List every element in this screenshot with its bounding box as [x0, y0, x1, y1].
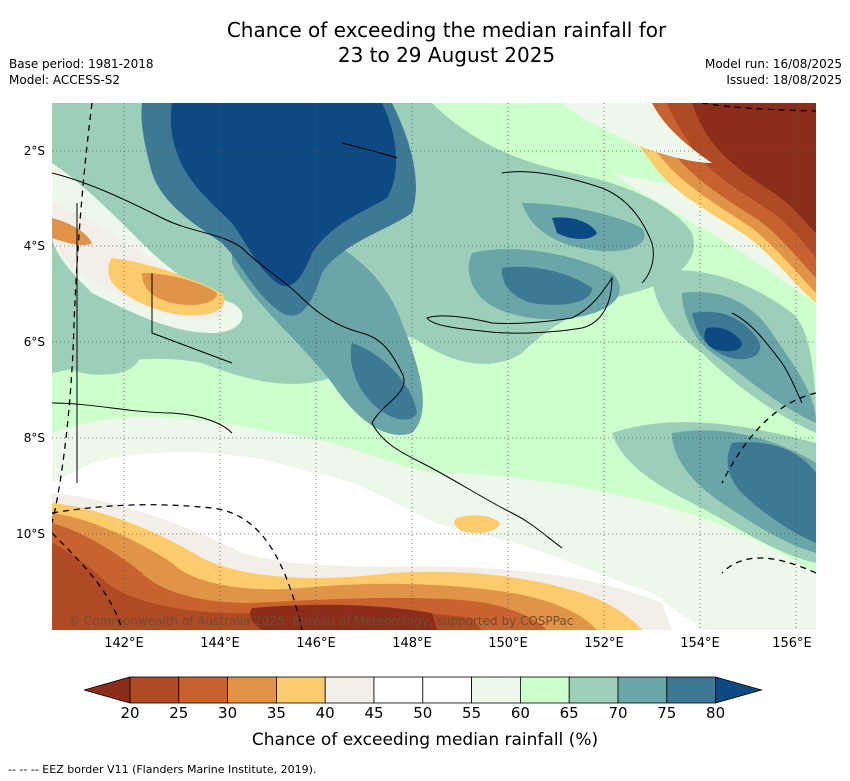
- lon-label-150e: 150°E: [488, 636, 528, 651]
- colorbar-tick-50: 50: [413, 704, 433, 722]
- colorbar-label: Chance of exceeding median rainfall (%): [251, 730, 599, 750]
- title-line-1: Chance of exceeding the median rainfall …: [226, 18, 667, 42]
- colorbar-cell-30-35: [227, 676, 277, 704]
- colorbar-cell-70-75: [617, 676, 668, 704]
- colorbar-cell-20-25: [129, 676, 180, 704]
- colorbar-cell-45-50: [373, 676, 424, 704]
- lon-label-156e: 156°E: [772, 636, 812, 651]
- colorbar-above-80: [715, 676, 764, 704]
- colorbar-tick-70: 70: [608, 704, 628, 722]
- lon-label-146e: 146°E: [296, 636, 336, 651]
- lat-label-2s: 2°S: [23, 144, 45, 158]
- colorbar-cell-60-65: [519, 676, 570, 704]
- lat-label-4s: 4°S: [23, 239, 45, 253]
- colorbar-tick-65: 65: [559, 704, 579, 722]
- lon-label-148e: 148°E: [392, 636, 432, 651]
- issued-date: Issued: 18/08/2025: [726, 73, 842, 87]
- colorbar-cell-35-40: [275, 676, 326, 704]
- colorbar-tick-80: 80: [706, 704, 726, 722]
- lat-label-10s: 10°S: [16, 527, 45, 541]
- colorbar-tick-45: 45: [364, 704, 384, 722]
- lat-label-6s: 6°S: [23, 335, 45, 349]
- lon-label-154e: 154°E: [680, 636, 720, 651]
- colorbar-cell-55-60: [471, 676, 521, 704]
- colorbar-tick-20: 20: [120, 704, 140, 722]
- colorbar-tick-60: 60: [510, 704, 530, 722]
- base-period: Base period: 1981-2018: [9, 57, 154, 71]
- model-info: Base period: 1981-2018 Model: ACCESS-S2: [9, 56, 154, 88]
- lon-label-144e: 144°E: [200, 636, 240, 651]
- colorbar-cell-50-55: [422, 676, 472, 704]
- eez-border-note: -- -- -- EEZ border V11 (Flanders Marine…: [8, 763, 317, 776]
- colorbar-tick-75: 75: [657, 704, 677, 722]
- rainfall-map: © Commonwealth of Australia 2025, Bureau…: [52, 103, 816, 630]
- colorbar-cell-65-70: [568, 676, 619, 704]
- colorbar-tick-35: 35: [266, 704, 286, 722]
- model-name: Model: ACCESS-S2: [9, 73, 121, 87]
- colorbar-tick-30: 30: [218, 704, 238, 722]
- colorbar-tick-40: 40: [315, 704, 335, 722]
- run-info: Model run: 16/08/2025 Issued: 18/08/2025: [705, 56, 842, 88]
- map-canvas: [52, 103, 816, 630]
- colorbar-tick-25: 25: [169, 704, 189, 722]
- lon-label-152e: 152°E: [584, 636, 624, 651]
- colorbar-below-20: [84, 676, 131, 704]
- map-title: Chance of exceeding the median rainfall …: [0, 18, 850, 68]
- title-line-2: 23 to 29 August 2025: [337, 43, 556, 67]
- lat-label-8s: 8°S: [23, 431, 45, 445]
- lon-label-142e: 142°E: [104, 636, 144, 651]
- model-run-date: Model run: 16/08/2025: [704, 57, 842, 71]
- colorbar-tick-55: 55: [462, 704, 482, 722]
- copyright-notice: © Commonwealth of Australia 2025, Bureau…: [68, 614, 574, 628]
- colorbar-cell-25-30: [178, 676, 229, 704]
- colorbar-cell-75-80: [666, 676, 716, 704]
- colorbar-cell-40-45: [324, 676, 375, 704]
- colorbar: [84, 676, 764, 704]
